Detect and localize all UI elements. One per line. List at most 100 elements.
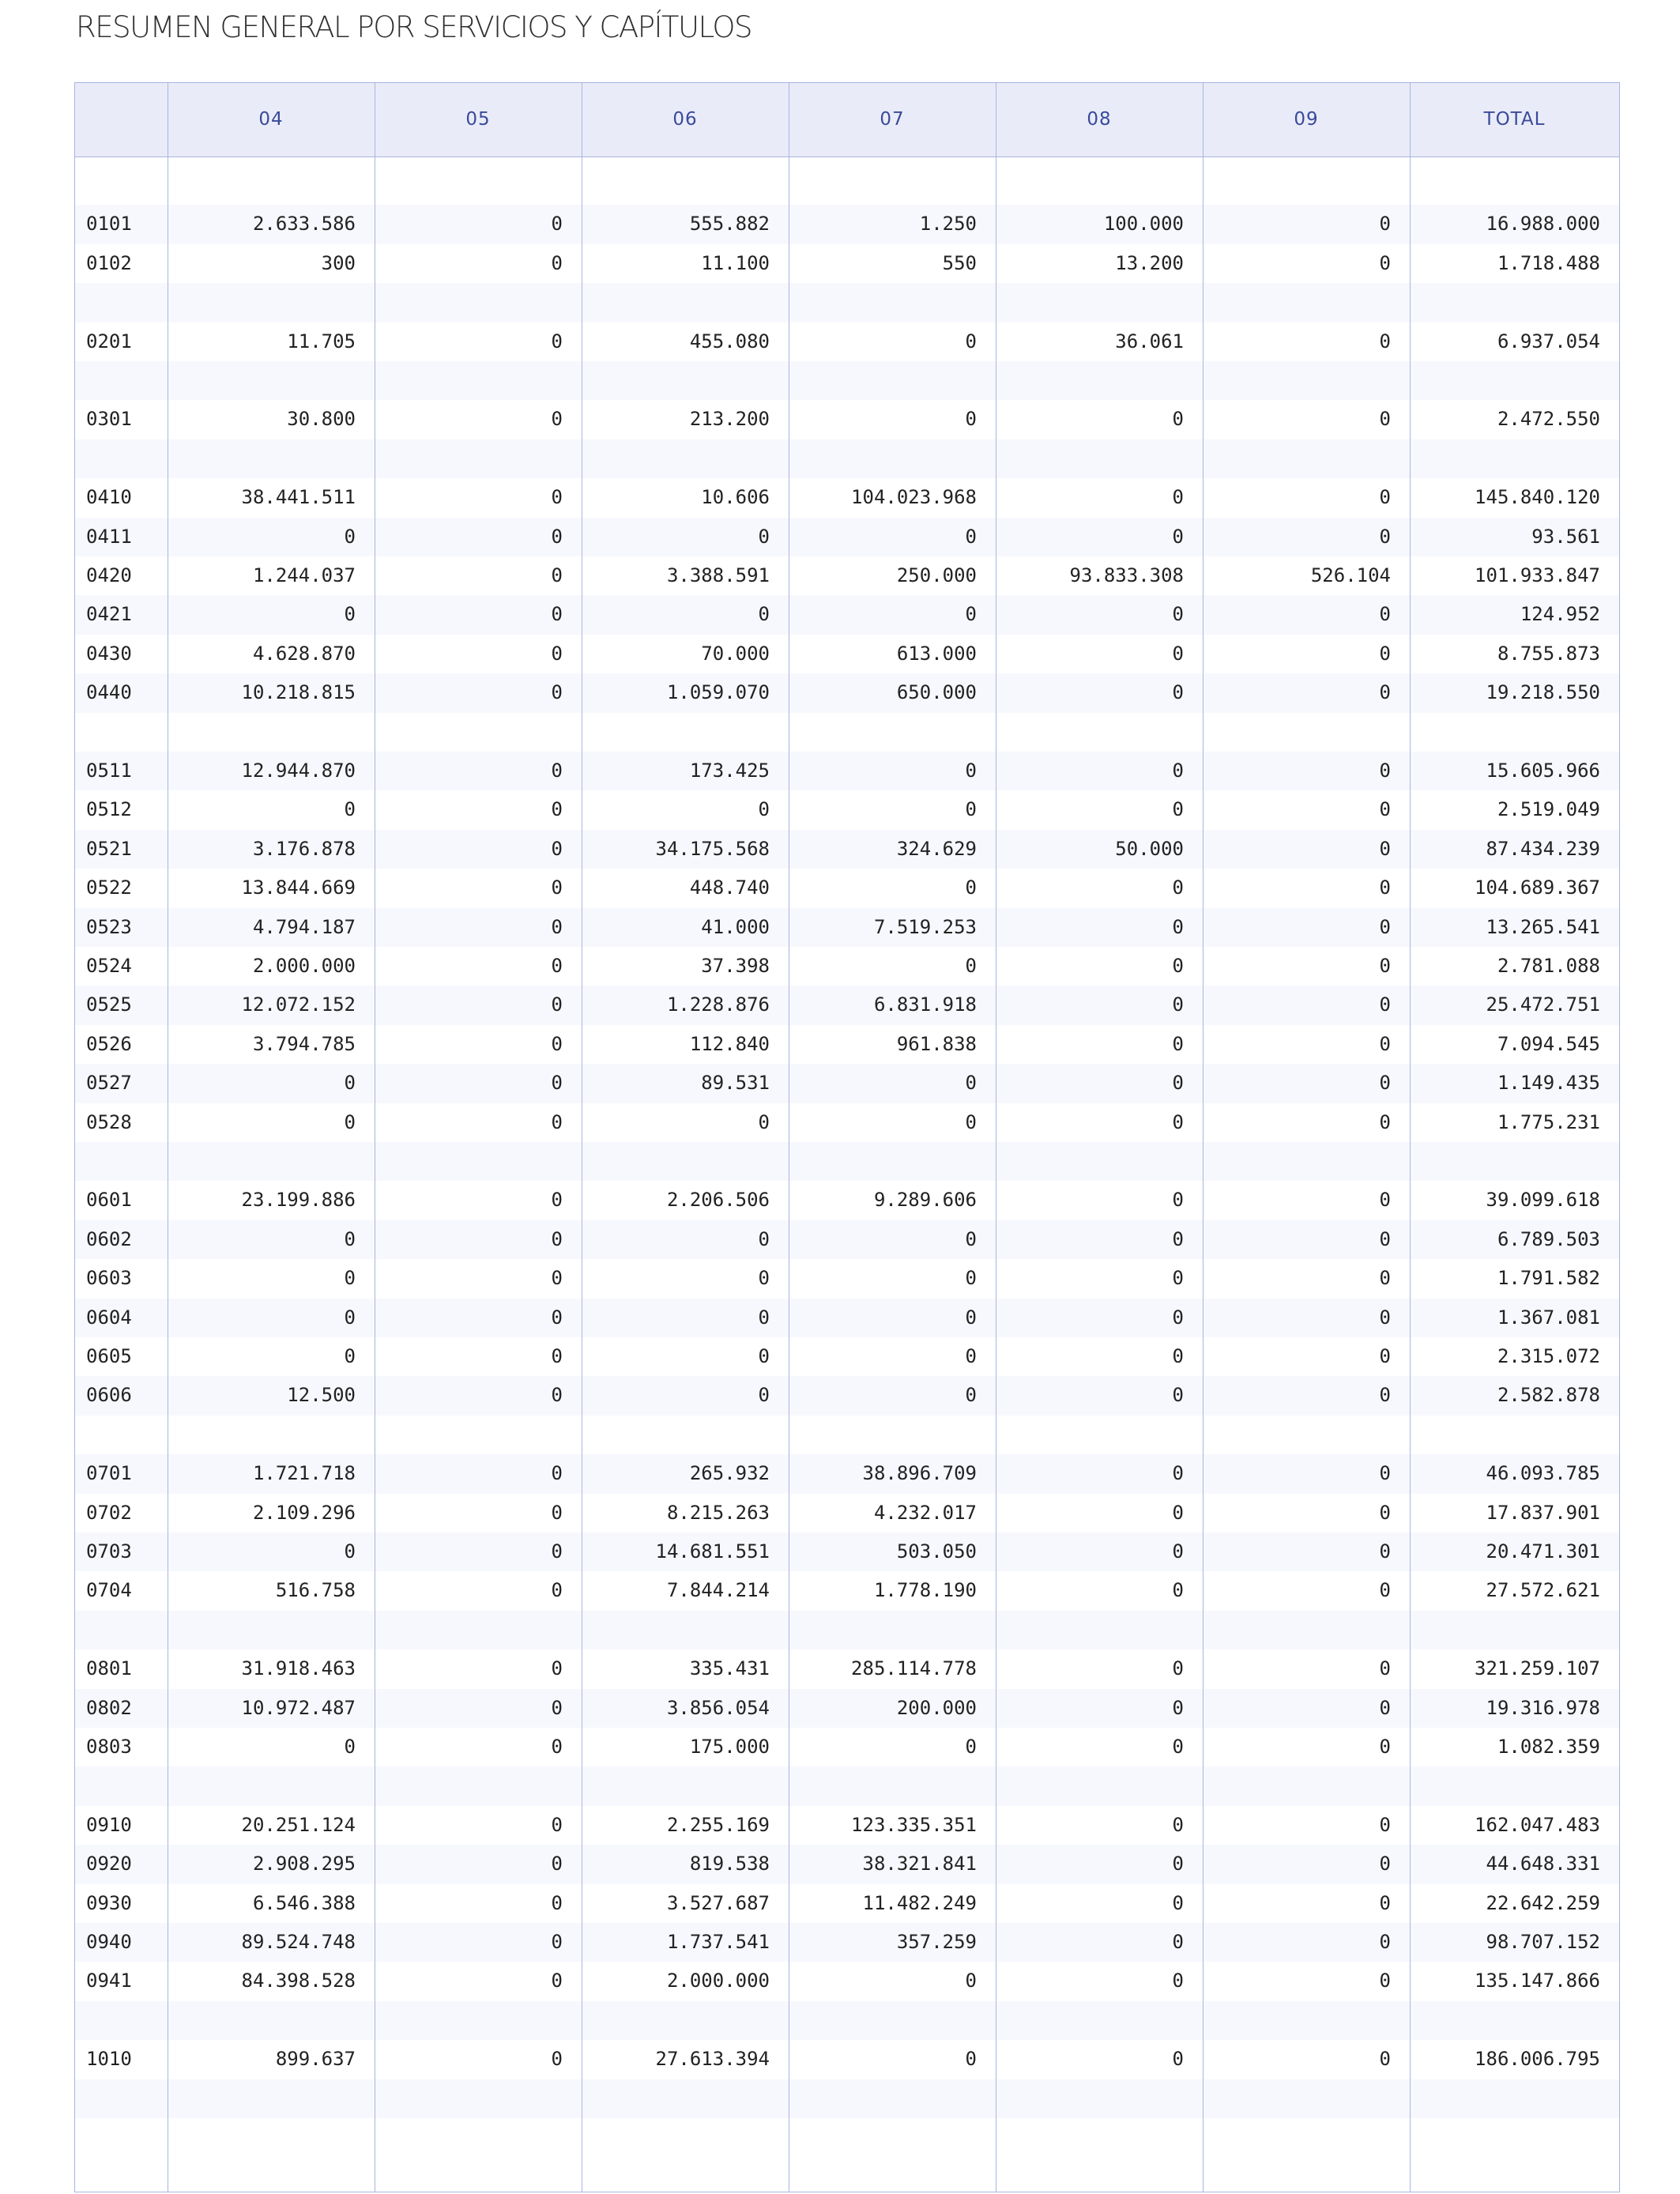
value-cell-08: 0 [1172,1931,1184,1953]
value-cell-07: 7.519.253 [873,915,977,938]
value-cell-07: 6.831.918 [873,993,977,1016]
table-row: 0301 30.800 0 213.200 0 0 0 2.472.550 [75,400,1619,439]
value-cell-05: 0 [551,1540,563,1563]
value-cell-05: 0 [551,603,563,626]
value-cell-08: 0 [1172,603,1184,626]
value-cell-06: 265.932 [689,1462,770,1485]
table-body: 0101 2.633.586 0 555.882 1.250 100.000 0 16.988… [75,157,1619,2192]
value-cell-06: 11.100 [701,251,770,274]
value-cell-total: 22.642.259 [1486,1891,1601,1914]
value-cell-09: 0 [1379,330,1391,352]
service-code-cell: 0440 [86,681,132,704]
value-cell-05: 0 [551,486,563,509]
value-cell-09: 0 [1379,955,1391,977]
service-code-cell: 0524 [86,955,132,977]
value-cell-05: 0 [551,1462,563,1485]
value-cell-05: 0 [551,1267,563,1290]
value-cell-07: 0 [965,1384,977,1407]
value-cell-total: 1.775.231 [1497,1110,1600,1133]
spacer-row [75,2000,1619,2041]
value-cell-04: 0 [344,1110,356,1133]
value-cell-04: 0 [344,603,356,626]
service-code-cell: 0703 [86,1540,132,1563]
value-cell-04: 516.758 [275,1579,356,1602]
value-cell-07: 0 [965,2048,977,2071]
header-col-07: 07 [880,109,905,130]
service-code-cell: 0602 [86,1227,132,1250]
service-code-cell: 0803 [86,1736,132,1758]
value-cell-06: 2.000.000 [666,1970,770,1992]
service-code-cell: 0604 [86,1306,132,1329]
value-cell-total: 17.837.901 [1486,1501,1601,1524]
value-cell-09: 0 [1379,1931,1391,1953]
value-cell-07: 961.838 [896,1032,977,1055]
value-cell-total: 19.218.550 [1486,681,1601,704]
value-cell-06: 89.531 [701,1072,770,1095]
value-cell-04: 2.908.295 [252,1853,356,1875]
value-cell-07: 0 [965,1227,977,1250]
table-row: 0601 23.199.886 0 2.206.506 9.289.606 0 0 39.09… [75,1181,1619,1220]
table-row: 0603 0 0 0 0 0 0 1.791.582 [75,1259,1619,1298]
value-cell-08: 0 [1172,642,1184,665]
value-cell-06: 0 [758,1110,770,1133]
value-cell-06: 0 [758,1306,770,1329]
value-cell-total: 2.582.878 [1497,1384,1600,1407]
value-cell-04: 89.524.748 [241,1931,356,1953]
value-cell-total: 15.605.966 [1486,760,1601,782]
value-cell-09: 526.104 [1310,564,1391,586]
value-cell-total: 2.472.550 [1497,408,1600,431]
service-code-cell: 0201 [86,330,132,352]
value-cell-08: 0 [1172,1970,1184,1992]
value-cell-08: 0 [1172,1657,1184,1680]
value-cell-07: 200.000 [896,1696,977,1719]
value-cell-09: 0 [1379,915,1391,938]
value-cell-04: 13.844.669 [241,876,356,899]
value-cell-05: 0 [551,1579,563,1602]
service-code-cell: 0606 [86,1384,132,1407]
value-cell-07: 0 [965,1072,977,1095]
value-cell-05: 0 [551,1501,563,1524]
value-cell-04: 4.628.870 [252,642,356,665]
value-cell-08: 0 [1172,408,1184,431]
value-cell-total: 87.434.239 [1486,837,1601,860]
value-cell-06: 0 [758,1384,770,1407]
value-cell-07: 4.232.017 [873,1501,977,1524]
value-cell-07: 11.482.249 [862,1891,977,1914]
value-cell-total: 39.099.618 [1486,1189,1601,1212]
value-cell-09: 0 [1379,1696,1391,1719]
value-cell-total: 8.755.873 [1497,642,1600,665]
table-row: 0941 84.398.528 0 2.000.000 0 0 0 135.147.866 [75,1962,1619,2000]
value-cell-04: 6.546.388 [252,1891,356,1914]
service-code-cell: 0941 [86,1970,132,1992]
value-cell-total: 6.789.503 [1497,1227,1600,1250]
value-cell-09: 0 [1379,642,1391,665]
value-cell-08: 0 [1172,955,1184,977]
table-row: 0528 0 0 0 0 0 0 1.775.231 [75,1103,1619,1142]
value-cell-09: 0 [1379,1657,1391,1680]
value-cell-05: 0 [551,251,563,274]
service-code-cell: 0603 [86,1267,132,1290]
value-cell-06: 0 [758,1227,770,1250]
table-row: 0411 0 0 0 0 0 0 93.561 [75,517,1619,556]
value-cell-07: 0 [965,1306,977,1329]
table-header: 04 05 06 07 08 09 TOTAL [75,83,1619,157]
value-cell-06: 0 [758,525,770,548]
table-row: 0430 4.628.870 0 70.000 613.000 0 0 8.755.873 [75,635,1619,673]
value-cell-08: 0 [1172,681,1184,704]
value-cell-06: 1.737.541 [666,1931,770,1953]
value-cell-09: 0 [1379,251,1391,274]
table-row: 0511 12.944.870 0 173.425 0 0 0 15.605.966 [75,752,1619,791]
value-cell-04: 10.972.487 [241,1696,356,1719]
value-cell-07: 613.000 [896,642,977,665]
value-cell-08: 0 [1172,1501,1184,1524]
value-cell-05: 0 [551,1032,563,1055]
value-cell-07: 650.000 [896,681,977,704]
table-row: 0910 20.251.124 0 2.255.169 123.335.351 0 0 162… [75,1806,1619,1845]
value-cell-08: 36.061 [1115,330,1184,352]
value-cell-09: 0 [1379,1736,1391,1758]
value-cell-04: 11.705 [287,330,356,352]
value-cell-04: 0 [344,798,356,821]
value-cell-08: 0 [1172,1032,1184,1055]
spacer-row [75,439,1619,479]
value-cell-04: 1.721.718 [252,1462,356,1485]
